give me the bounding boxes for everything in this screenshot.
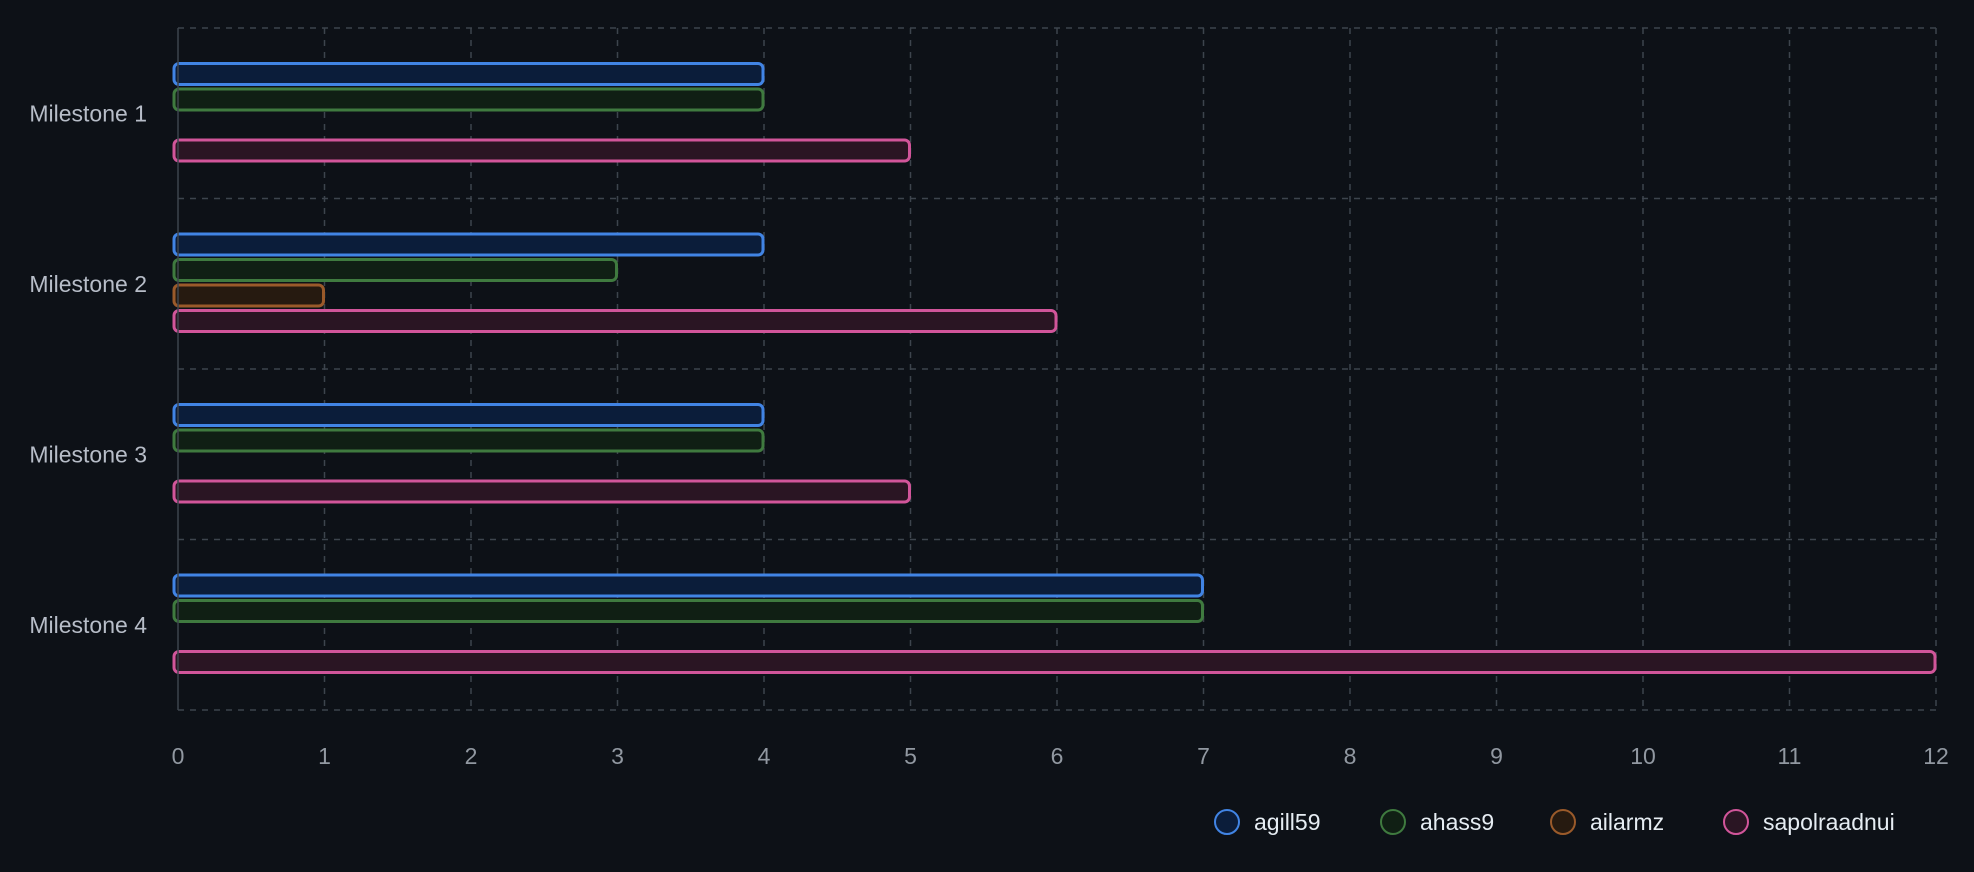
bar-agill59-milestone-3[interactable] xyxy=(172,403,765,427)
x-tick-label: 8 xyxy=(1344,743,1357,769)
x-tick-label: 5 xyxy=(904,743,917,769)
y-tick-label: Milestone 3 xyxy=(29,441,147,467)
x-tick-label: 4 xyxy=(758,743,771,769)
x-tick-label: 3 xyxy=(611,743,624,769)
bar-sapolraadnui-milestone-3[interactable] xyxy=(172,479,911,504)
legend-label: ailarmz xyxy=(1590,809,1664,835)
legend-item-agill59[interactable]: agill59 xyxy=(1214,809,1321,835)
legend[interactable]: agill59 ahass9 ailarmz sapolraadnui xyxy=(1214,809,1895,835)
legend-item-ailarmz[interactable]: ailarmz xyxy=(1550,809,1664,835)
legend-label: agill59 xyxy=(1254,809,1321,835)
bar-ahass9-milestone-1[interactable] xyxy=(172,87,765,112)
legend-swatch xyxy=(1723,809,1749,835)
axis-layer: Milestone 1 Milestone 2 Milestone 3 Milesto… xyxy=(29,28,1949,769)
legend-swatch xyxy=(1214,809,1240,835)
bar-sapolraadnui-milestone-4[interactable] xyxy=(172,650,1937,674)
bar-ahass9-milestone-2[interactable] xyxy=(172,258,618,282)
x-tick-label: 7 xyxy=(1197,743,1210,769)
legend-item-ahass9[interactable]: ahass9 xyxy=(1380,809,1494,835)
legend-item-sapolraadnui[interactable]: sapolraadnui xyxy=(1723,809,1895,835)
bar-agill59-milestone-4[interactable] xyxy=(172,573,1204,598)
bar-ahass9-milestone-4[interactable] xyxy=(172,599,1204,623)
x-tick-label: 6 xyxy=(1051,743,1064,769)
legend-swatch xyxy=(1550,809,1576,835)
bar-ahass9-milestone-3[interactable] xyxy=(172,428,765,453)
legend-label: ahass9 xyxy=(1420,809,1494,835)
bar-layer xyxy=(172,62,1937,674)
legend-label: sapolraadnui xyxy=(1763,809,1895,835)
y-tick-label: Milestone 1 xyxy=(29,100,147,126)
x-tick-label: 0 xyxy=(172,743,185,769)
bar-agill59-milestone-2[interactable] xyxy=(172,232,765,257)
x-tick-label: 9 xyxy=(1490,743,1503,769)
bar-ailarmz-milestone-2[interactable] xyxy=(172,283,325,308)
y-tick-label: Milestone 2 xyxy=(29,271,147,297)
bar-sapolraadnui-milestone-2[interactable] xyxy=(172,309,1058,333)
x-tick-label: 10 xyxy=(1630,743,1656,769)
x-tick-label: 2 xyxy=(465,743,478,769)
y-tick-label: Milestone 4 xyxy=(29,612,147,638)
bar-sapolraadnui-milestone-1[interactable] xyxy=(172,138,911,163)
x-tick-label: 11 xyxy=(1778,743,1802,769)
x-tick-label: 12 xyxy=(1923,743,1949,769)
grid-layer xyxy=(178,27,1937,711)
legend-swatch xyxy=(1380,809,1406,835)
x-tick-label: 1 xyxy=(318,743,331,769)
bar-agill59-milestone-1[interactable] xyxy=(172,62,765,86)
